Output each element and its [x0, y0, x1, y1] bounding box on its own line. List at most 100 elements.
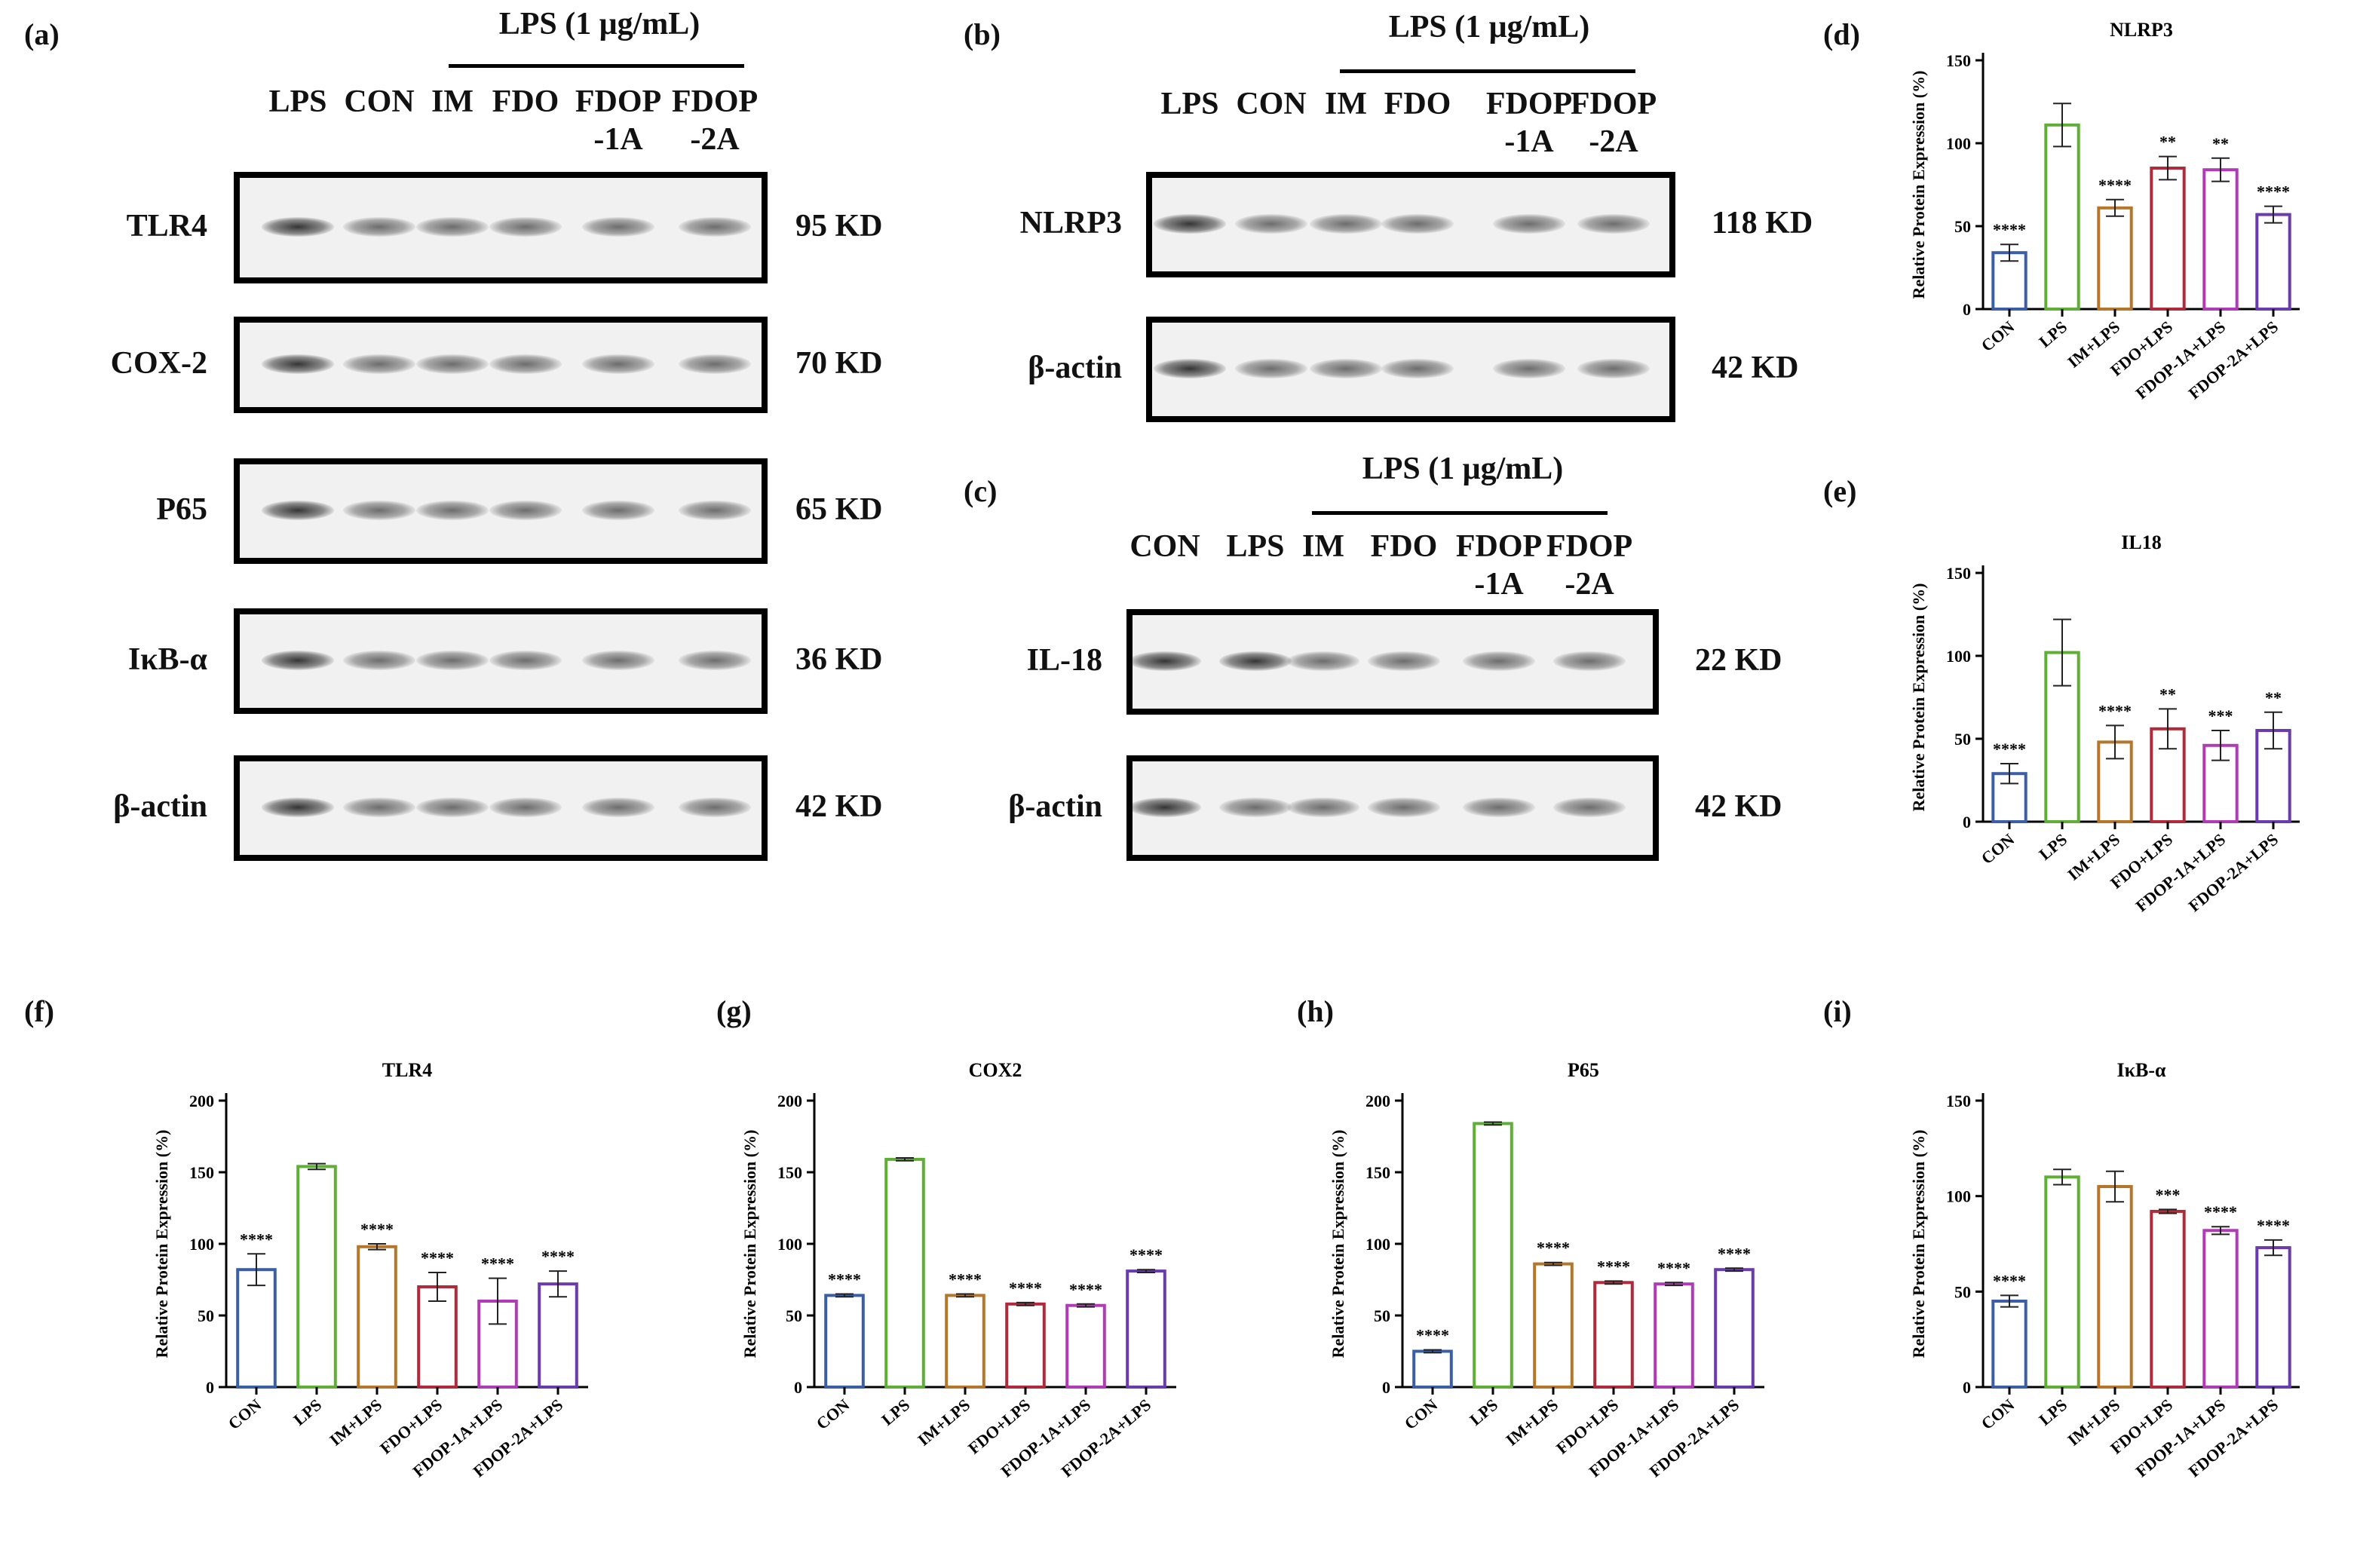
panel-e-letter: (e) — [1823, 474, 1857, 508]
panel-c-blot — [1126, 755, 1659, 861]
panel-b-lane-label: FDOP -2A — [1561, 85, 1666, 161]
blot-band — [1368, 798, 1440, 817]
blot-band — [1287, 798, 1359, 817]
y-tick-label: 0 — [1963, 1378, 1971, 1397]
bar — [1991, 251, 2028, 311]
lane-label-line: FDOP — [1570, 87, 1657, 121]
blot-band — [1310, 214, 1382, 234]
lane-label-line: IM — [1302, 529, 1344, 564]
lane-label-line: CON — [344, 84, 415, 119]
blot-band — [1154, 359, 1226, 378]
panel-a-lane-label: FDOP -2A — [662, 83, 768, 158]
panel-c-lane-label: IM — [1270, 528, 1376, 565]
x-category-label: IM+LPS — [1502, 1395, 1562, 1450]
panel-a-lane-label: CON — [326, 83, 432, 121]
bar — [1991, 772, 2028, 824]
blot-band — [1287, 651, 1359, 671]
x-category-label: LPS — [2035, 830, 2070, 864]
blot-band — [1133, 651, 1201, 671]
bar — [2202, 1229, 2239, 1389]
y-tick-label: 0 — [1382, 1378, 1390, 1397]
bar — [2202, 168, 2239, 311]
bar — [2255, 213, 2291, 311]
blot-band — [416, 798, 489, 817]
panel-c-row-label: IL-18 — [1026, 643, 1102, 678]
blot-band — [416, 651, 489, 670]
panel-a-blot — [234, 608, 768, 714]
significance-label: **** — [1129, 1245, 1163, 1264]
lane-label-line: LPS — [1226, 529, 1285, 564]
panel-b-lps-bracket — [1340, 69, 1635, 73]
blot-band — [1154, 214, 1226, 234]
panel-a-letter: (a) — [24, 17, 60, 51]
y-tick-label: 100 — [1365, 1235, 1390, 1254]
y-tick-label: 50 — [1954, 730, 1971, 749]
y-tick-label: 0 — [206, 1378, 214, 1397]
panel-b-letter: (b) — [964, 17, 1001, 51]
chart-p65: P65 Relative Protein Expression (%) 0 50 100… — [1319, 1055, 1787, 1508]
y-tick-label: 50 — [1954, 1282, 1971, 1301]
significance-label: **** — [2098, 701, 2132, 720]
significance-label: **** — [421, 1248, 454, 1267]
panel-c-kd-label: 22 KD — [1695, 643, 1782, 678]
blot-band — [1368, 651, 1440, 671]
panel-g-letter: (g) — [716, 994, 752, 1028]
chart-svg: IκB-α Relative Protein Expression (%) 0 50 1… — [1909, 1059, 2300, 1481]
blot-band — [489, 354, 562, 374]
blot-band — [1553, 798, 1626, 817]
lane-label-line: CON — [1129, 529, 1200, 564]
significance-label: ** — [2159, 133, 2176, 152]
x-category-label: FDOP-1A+LPS — [2132, 830, 2230, 916]
blot-band — [489, 798, 562, 817]
blot-band — [416, 217, 489, 237]
lane-label-line: IM — [431, 84, 474, 119]
y-tick-label: 200 — [777, 1092, 802, 1110]
y-axis-title: Relative Protein Expression (%) — [1909, 1130, 1928, 1358]
blot-band — [1493, 214, 1565, 234]
lane-label-line: FDOP — [671, 84, 759, 119]
blot-band — [1463, 651, 1535, 671]
y-tick-label: 0 — [1963, 300, 1971, 319]
blot-band — [489, 651, 562, 670]
y-tick-label: 100 — [1946, 647, 1971, 666]
panel-c-letter: (c) — [964, 474, 998, 508]
significance-label: **** — [1993, 1271, 2026, 1290]
blot-band — [489, 501, 562, 520]
y-tick-label: 150 — [1946, 564, 1971, 583]
panel-b-lane-label: IM — [1293, 85, 1399, 123]
chart-nlrp3: NLRP3 Relative Protein Expression (%) 0 50 1… — [1900, 15, 2322, 437]
y-tick-label: 200 — [189, 1092, 214, 1110]
panel-f-letter: (f) — [24, 994, 54, 1028]
lane-label-line: -1A — [1474, 567, 1524, 602]
significance-label: **** — [1597, 1257, 1630, 1276]
panel-b-blot — [1146, 172, 1675, 277]
panel-b-row-label: β-actin — [1028, 351, 1122, 385]
blot-band — [262, 354, 334, 374]
significance-label: *** — [2208, 706, 2233, 725]
y-tick-label: 100 — [1946, 1187, 1971, 1206]
chart-cox2: COX2 Relative Protein Expression (%) 0 50 10… — [731, 1055, 1199, 1508]
significance-label: **** — [2257, 182, 2290, 201]
significance-label: **** — [1537, 1239, 1570, 1257]
chart-title: IκB-α — [2116, 1059, 2166, 1081]
bar — [236, 1268, 277, 1389]
panel-c-lane-label: CON — [1112, 528, 1218, 565]
panel-c-lps-header: LPS (1 μg/mL) — [1362, 452, 1564, 486]
lane-label-line: IM — [1325, 87, 1367, 121]
panel-i-letter: (i) — [1823, 994, 1852, 1028]
blot-band — [343, 217, 415, 237]
y-tick-label: 50 — [1954, 217, 1971, 236]
panel-c-row-label: β-actin — [1008, 789, 1102, 824]
panel-a-kd-label: 70 KD — [795, 346, 883, 381]
panel-a-row-label: COX-2 — [110, 346, 207, 381]
blot-band — [679, 651, 751, 670]
bar — [1065, 1303, 1106, 1389]
x-category-label: IM+LPS — [914, 1395, 973, 1450]
significance-label: **** — [1009, 1279, 1042, 1297]
bar — [1654, 1282, 1694, 1389]
blot-band — [1381, 359, 1454, 378]
chart-title: TLR4 — [382, 1059, 432, 1081]
lane-label-line: FDOP — [1485, 87, 1573, 121]
bar — [2255, 1246, 2291, 1389]
blot-band — [343, 651, 415, 670]
